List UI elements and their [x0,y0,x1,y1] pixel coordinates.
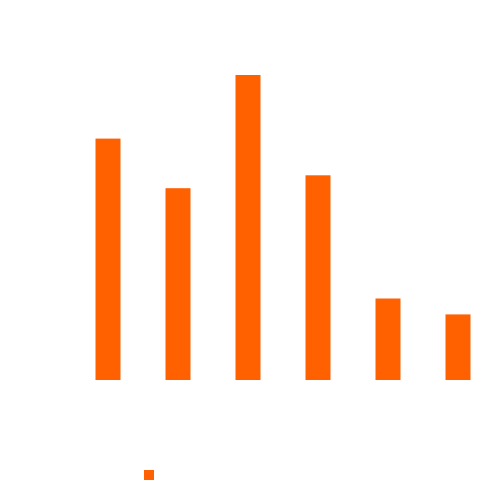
bar-6 [445,314,471,380]
plot-area [95,75,471,380]
bar-5 [375,298,401,380]
bar-4 [305,175,331,380]
bar-2 [165,188,191,380]
legend-marker [144,470,154,480]
bar-3 [235,75,261,380]
legend [144,470,154,480]
bar-1 [95,138,121,380]
